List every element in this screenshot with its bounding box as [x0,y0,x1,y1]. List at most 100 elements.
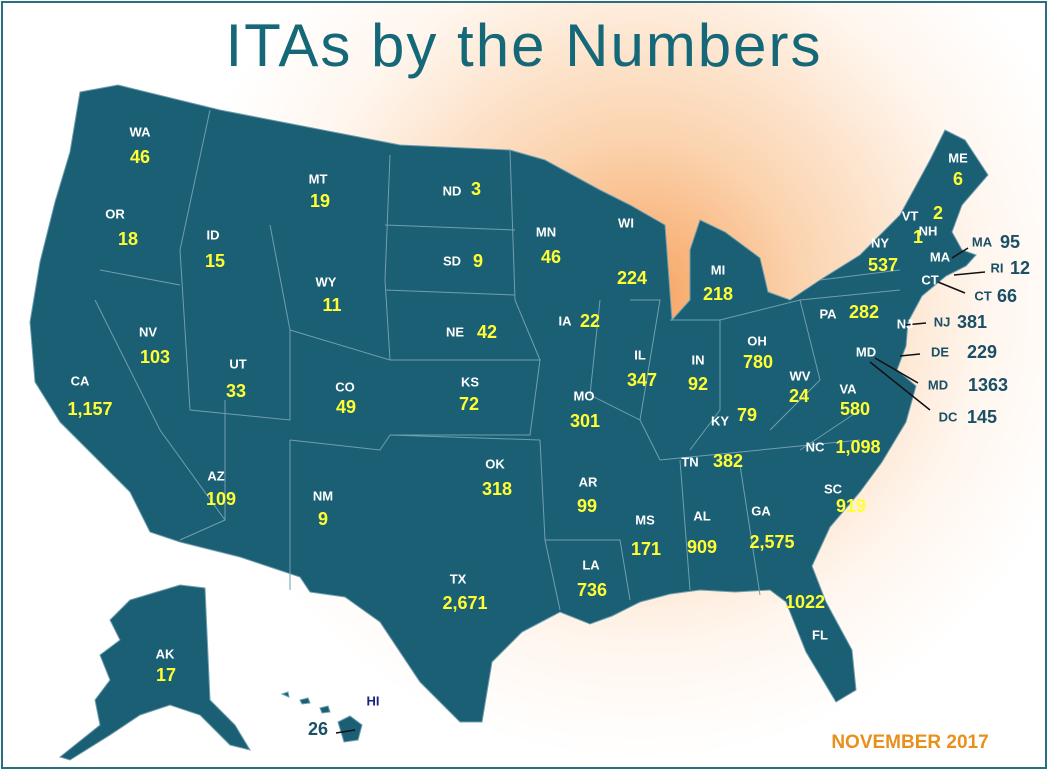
state-value: 224 [617,268,647,288]
state-abbr: KY [711,413,729,428]
state-abbr: SC [824,481,843,496]
state-value: 18 [118,229,138,249]
state-value: 145 [967,407,997,427]
state-value: 9 [318,509,328,529]
state-abbr: PA [819,306,837,321]
state-abbr: CT [921,272,938,287]
state-value: 3 [471,179,481,199]
state-value: 381 [957,312,987,332]
state-value: 15 [205,251,225,271]
state-abbr: WV [790,368,811,383]
state-abbr: UT [229,356,246,371]
state-value: 33 [226,381,246,401]
state-value: 66 [997,286,1017,306]
state-abbr: ND [443,183,462,198]
state-value: 109 [206,489,236,509]
state-abbr: VA [839,381,857,396]
state-abbr: MN [536,224,556,239]
state-abbr: ME [948,150,968,165]
alaska [58,584,252,761]
state-value: 95 [1000,232,1020,252]
state-abbr: AZ [207,468,224,483]
state-abbr: MS [635,512,655,527]
state-abbr: NJ [897,316,914,331]
state-value: 17 [156,665,176,685]
hawaii [280,691,363,743]
state-abbr: NE [446,324,464,339]
lower-48 [29,84,989,723]
state-abbr: SD [443,253,461,268]
state-abbr: GA [751,503,771,518]
state-abbr: OR [105,206,125,221]
state-value: 229 [967,342,997,362]
state-abbr: MD [928,377,948,392]
state-value: 11 [322,295,341,315]
state-abbr: AL [693,508,710,523]
state-value: 24 [789,386,809,406]
state-abbr: NV [139,324,157,339]
state-value: 282 [849,302,879,322]
state-value: 1363 [968,375,1008,395]
state-abbr: AR [579,474,598,489]
state-value: 1 [913,227,923,247]
state-value: 318 [482,479,512,499]
state-abbr: ID [207,227,220,242]
footnote: NOVEMBER 2017 [831,732,988,753]
state-abbr: RI [991,260,1004,275]
state-abbr: MT [309,171,328,186]
state-abbr: DC [939,409,958,424]
state-value: 780 [743,352,773,372]
state-value: 42 [477,322,497,342]
state-abbr: VT [902,208,919,223]
state-value: 537 [868,255,898,275]
state-abbr: WI [618,215,634,230]
state-value: 6 [953,169,963,189]
state-value: 79 [737,405,757,425]
state-abbr: NM [313,488,333,503]
state-value: 103 [140,347,170,367]
leader-lines [335,247,986,734]
state-value: 1,157 [67,399,112,419]
state-abbr: MA [930,249,951,264]
state-abbr: MO [574,388,595,403]
state-abbr: OH [747,333,767,348]
state-abbr: MI [711,262,725,277]
state-value: 301 [570,411,600,431]
state-abbr: TX [450,571,467,586]
state-abbr: NH [919,223,938,238]
state-abbr: OK [485,456,505,471]
state-abbr: CO [335,379,355,394]
state-value: 736 [577,580,607,600]
state-value: 218 [703,284,733,304]
state-abbr: NJ [934,314,951,329]
state-abbr: MD [856,344,876,359]
state-value: 12 [1010,258,1030,278]
state-value: 26 [308,719,328,739]
state-value: 1,098 [835,437,880,457]
state-value: 2,575 [749,532,794,552]
state-abbr: TN [681,454,698,469]
state-abbr: FL [812,627,828,642]
state-value: 49 [336,397,356,417]
state-abbr: WA [130,124,152,139]
state-abbr: IN [692,352,705,367]
state-abbr: LA [582,557,600,572]
state-value: 9 [473,251,483,271]
state-abbr: IL [634,347,646,362]
state-abbr: KS [461,374,479,389]
state-value: 99 [577,496,597,516]
us-map [29,84,989,761]
state-abbr: IA [559,313,573,328]
state-value: 46 [541,247,561,267]
state-value: 1022 [785,592,825,612]
state-abbr: HI [367,693,380,708]
state-value: 347 [627,370,657,390]
state-abbr: DE [931,344,949,359]
state-value: 46 [130,147,150,167]
state-value: 580 [840,399,870,419]
state-value: 909 [687,537,717,557]
state-value: 2,671 [442,593,487,613]
state-abbr: CA [71,373,90,388]
